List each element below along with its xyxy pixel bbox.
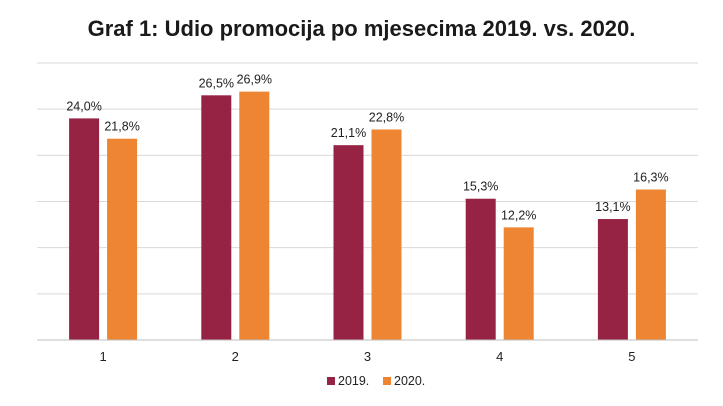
data-label: 16,3% bbox=[633, 170, 668, 184]
data-label: 26,9% bbox=[237, 73, 272, 87]
bar-2019-4 bbox=[465, 198, 496, 340]
data-labels: 24,0%21,8% 26,5% 26,9% 21,1%22,8% 15,3%12,2%… bbox=[66, 73, 668, 223]
bar-2020-2 bbox=[239, 91, 270, 340]
chart-title: Graf 1: Udio promocija po mjesecima 2019… bbox=[88, 16, 636, 41]
legend-swatch bbox=[383, 377, 391, 385]
x-axis-ticks: 1 2 3 4 5 bbox=[99, 349, 635, 364]
bar-2019-3 bbox=[333, 145, 364, 340]
data-label: 24,0% bbox=[66, 99, 101, 113]
data-label: 26,5% bbox=[199, 76, 234, 90]
bar-2019-5 bbox=[597, 219, 628, 340]
data-label: 15,3% bbox=[463, 180, 498, 194]
bars bbox=[69, 91, 666, 341]
x-tick-label: 2 bbox=[232, 349, 239, 364]
x-tick-label: 5 bbox=[628, 349, 635, 364]
data-label: 13,1% bbox=[595, 200, 630, 214]
bar-2020-5 bbox=[635, 189, 666, 340]
legend-label: 2020. bbox=[394, 374, 425, 388]
data-label: 21,1% bbox=[331, 126, 366, 140]
x-tick-label: 3 bbox=[364, 349, 371, 364]
data-label: 22,8% bbox=[369, 110, 404, 124]
gridlines bbox=[37, 62, 698, 295]
bar-2020-3 bbox=[371, 129, 402, 340]
legend-swatch bbox=[327, 377, 335, 385]
bar-2019-1 bbox=[69, 118, 100, 341]
data-label: 21,8% bbox=[104, 120, 139, 134]
legend: 2019. 2020. bbox=[327, 374, 425, 388]
x-tick-label: 1 bbox=[99, 349, 106, 364]
x-tick-label: 4 bbox=[496, 349, 503, 364]
legend-label: 2019. bbox=[338, 374, 369, 388]
bar-2020-4 bbox=[503, 227, 534, 340]
bar-2020-1 bbox=[107, 138, 138, 340]
bar-2019-2 bbox=[201, 95, 232, 340]
data-label: 12,2% bbox=[501, 208, 536, 222]
